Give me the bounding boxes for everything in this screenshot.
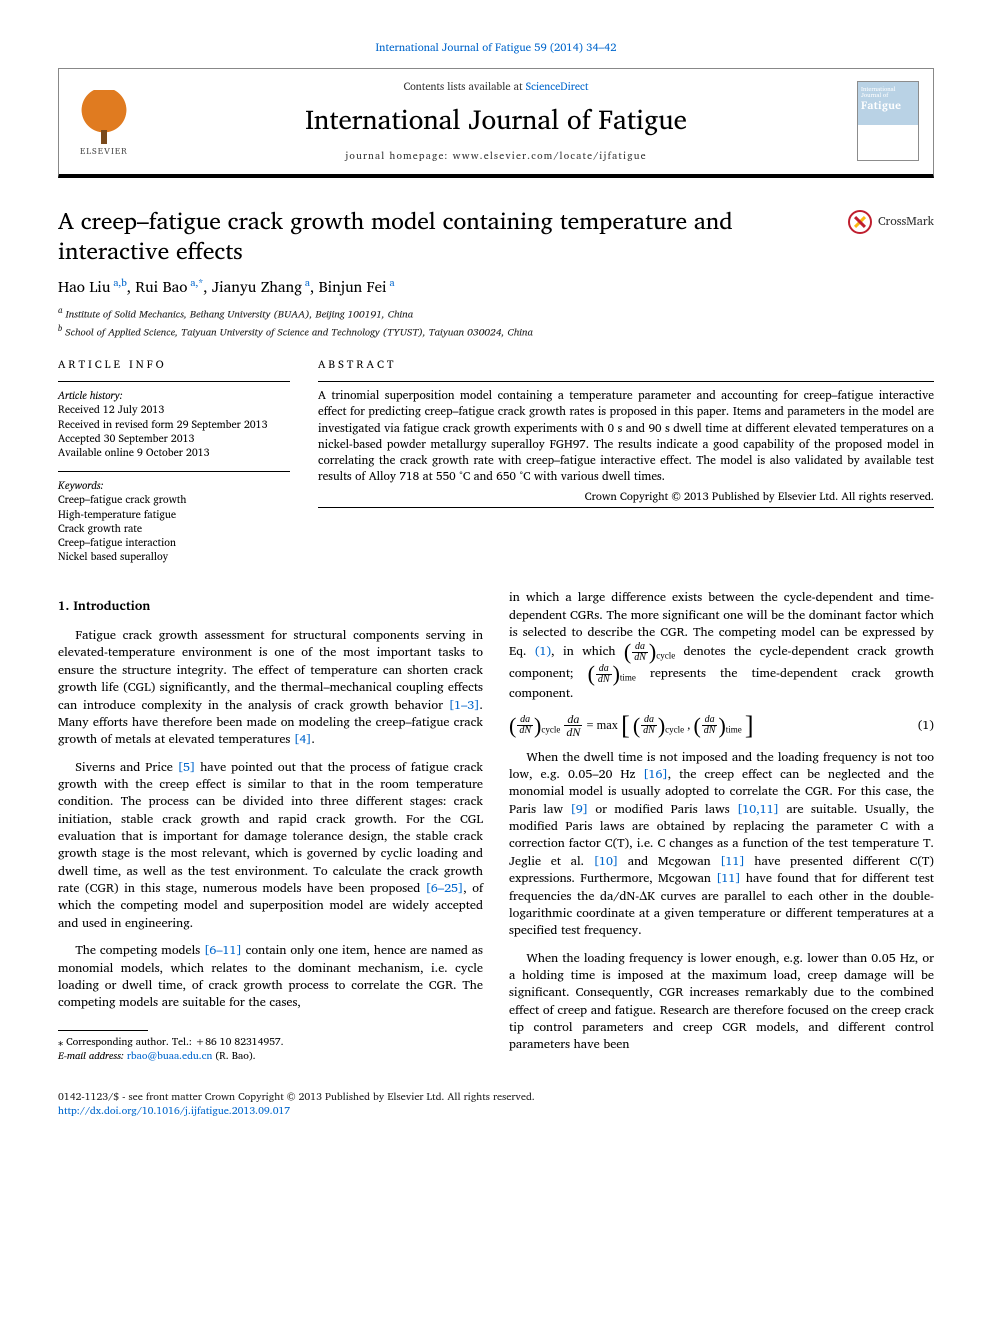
author: Jianyu Zhang xyxy=(212,274,302,299)
email-link[interactable]: rbao@buaa.edu.cn xyxy=(127,1047,212,1064)
article-info-block: article info Article history: Received 1… xyxy=(58,357,290,563)
article-title: A creep–fatigue crack growth model conta… xyxy=(58,206,832,266)
body-text: 1. Introduction Fatigue crack growth ass… xyxy=(58,589,934,1064)
crossmark-icon xyxy=(848,210,872,234)
author-affil-sup: a,b xyxy=(110,275,126,291)
page-footer: 0142-1123/$ - see front matter Crown Cop… xyxy=(58,1090,934,1118)
abstract-heading: abstract xyxy=(318,357,934,373)
doi-link[interactable]: http://dx.doi.org/10.1016/j.ijfatigue.20… xyxy=(58,1102,290,1119)
para: in which a large difference exists betwe… xyxy=(509,589,934,702)
para: Siverns and Price [5] have pointed out t… xyxy=(58,759,483,933)
rule xyxy=(58,381,290,382)
journal-name: International Journal of Fatigue xyxy=(153,100,839,139)
elsevier-tree-icon xyxy=(77,90,131,140)
sciencedirect-link[interactable]: ScienceDirect xyxy=(526,77,589,95)
author-affil-sup: a xyxy=(302,275,310,291)
equation-1: (dadN)cycle dadN = max [ (dadN)cycle , (… xyxy=(509,713,934,739)
author-list: Hao Liu a,b, Rui Bao a,*, Jianyu Zhang a… xyxy=(58,276,934,298)
author-affil-sup: a,* xyxy=(187,275,203,291)
publisher-logo: ELSEVIER xyxy=(73,85,135,157)
footnotes: ⁎ Corresponding author. Tel.: +86 10 823… xyxy=(58,1035,483,1064)
abstract-text: A trinomial superposition model containi… xyxy=(318,388,934,485)
author: Rui Bao xyxy=(135,274,187,299)
content-lists-line: Contents lists available at ScienceDirec… xyxy=(153,79,839,94)
citation-link[interactable]: [4] xyxy=(294,729,311,749)
publisher-brand: ELSEVIER xyxy=(80,144,128,157)
equation-body: (dadN)cycle dadN = max [ (dadN)cycle , (… xyxy=(509,713,754,739)
affiliations: a Institute of Solid Mechanics, Beihang … xyxy=(58,304,934,340)
history-line: Available online 9 October 2013 xyxy=(58,445,290,459)
equation-number: (1) xyxy=(918,717,934,734)
section-heading: 1. Introduction xyxy=(58,597,483,615)
footnote-rule xyxy=(58,1030,148,1031)
para: Fatigue crack growth assessment for stru… xyxy=(58,627,483,749)
journal-homepage-url: www.elsevier.com/locate/ijfatigue xyxy=(453,148,647,164)
rule xyxy=(58,471,290,472)
abstract-block: abstract A trinomial superposition model… xyxy=(318,357,934,563)
running-head: International Journal of Fatigue 59 (201… xyxy=(58,40,934,56)
running-head-link[interactable]: International Journal of Fatigue 59 (201… xyxy=(376,38,617,56)
para: The competing models [6–11] contain only… xyxy=(58,942,483,1011)
corresponding-marker[interactable]: * xyxy=(198,275,203,291)
journal-cover-thumb: International Journal of Fatigue xyxy=(857,81,919,161)
rule xyxy=(318,381,934,382)
journal-homepage-line: journal homepage: www.elsevier.com/locat… xyxy=(153,149,839,164)
rule xyxy=(318,507,934,508)
keyword: Nickel based superalloy xyxy=(58,549,290,563)
crossmark-badge[interactable]: CrossMark xyxy=(848,210,934,234)
equation-ref-link[interactable]: (1) xyxy=(535,641,551,661)
abstract-copyright: Crown Copyright © 2013 Published by Else… xyxy=(318,489,934,505)
para: When the loading frequency is lower enou… xyxy=(509,950,934,1054)
article-info-heading: article info xyxy=(58,357,290,373)
author-affil-sup: a xyxy=(387,275,395,291)
author: Binjun Fei xyxy=(319,274,387,299)
email-label: E-mail address: xyxy=(58,1047,127,1064)
masthead: ELSEVIER Contents lists available at Sci… xyxy=(58,68,934,178)
author: Hao Liu xyxy=(58,274,110,299)
para: When the dwell time is not imposed and t… xyxy=(509,749,934,940)
crossmark-label: CrossMark xyxy=(878,213,934,230)
